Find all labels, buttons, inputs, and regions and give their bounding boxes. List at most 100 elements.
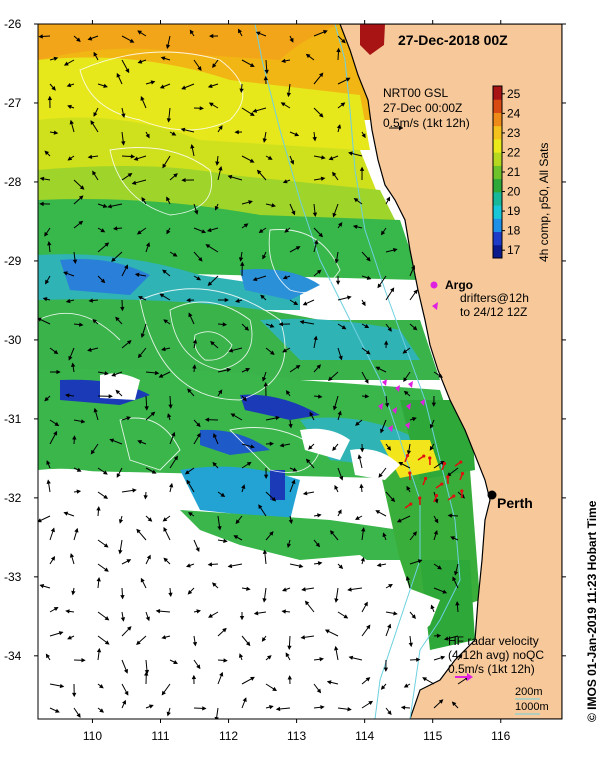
current-arrow: [256, 169, 267, 181]
current-arrow: [361, 323, 370, 329]
current-arrow: [313, 561, 323, 566]
current-arrow: [287, 675, 292, 685]
lon-tick-label: 110: [83, 729, 102, 743]
current-arrow: [357, 454, 363, 469]
colorbar-segment: [493, 178, 502, 193]
current-arrow: [121, 659, 128, 674]
current-arrow: [169, 482, 174, 493]
hf-line-3: 0.5m/s (1kt 12h): [448, 662, 535, 676]
current-arrow: [280, 102, 291, 109]
current-arrow: [49, 631, 64, 637]
current-arrow: [49, 683, 65, 689]
lon-tick-label: 116: [491, 729, 510, 743]
latitude-axis: -26 -27 -28 -29 -30 -31 -32 -33 -34: [4, 17, 566, 663]
current-arrow: [361, 251, 371, 262]
current-arrow: [262, 371, 267, 382]
current-arrow: [192, 339, 198, 349]
current-arrow: [361, 347, 371, 355]
current-arrow: [66, 83, 75, 88]
current-arrow: [167, 413, 172, 421]
current-arrow: [97, 203, 108, 208]
current-arrow: [313, 683, 322, 694]
current-arrow: [348, 655, 363, 661]
current-arrow: [168, 395, 173, 409]
current-arrow: [241, 697, 247, 709]
current-arrow: [46, 460, 51, 469]
current-arrow: [166, 707, 171, 717]
current-arrow: [186, 479, 195, 493]
current-arrow: [241, 461, 252, 469]
current-arrow: [96, 506, 101, 517]
current-arrow: [289, 35, 294, 43]
current-arrow: [162, 515, 171, 522]
current-arrow: [334, 645, 339, 661]
current-arrow: [446, 467, 459, 477]
colorbar-segment: [493, 138, 502, 153]
current-arrow: [385, 623, 392, 637]
current-arrow: [217, 125, 223, 133]
current-arrow: [337, 323, 347, 330]
current-arrow: [326, 680, 339, 685]
current-arrow: [140, 323, 147, 339]
colorbar-tick-label: 17: [507, 243, 521, 257]
current-arrow: [353, 198, 363, 205]
current-arrow: [87, 347, 99, 352]
current-arrow: [49, 369, 61, 375]
current-arrow: [44, 227, 51, 237]
current-arrow: [111, 251, 123, 262]
argo-label: Argo: [445, 278, 473, 292]
current-arrow: [87, 35, 99, 41]
current-arrow: [137, 347, 147, 359]
current-arrow: [115, 389, 123, 397]
current-arrow: [430, 604, 435, 613]
current-arrow: [69, 553, 75, 565]
current-arrow: [453, 563, 459, 576]
current-arrow: [263, 75, 269, 85]
current-arrow: [354, 515, 363, 520]
current-arrow: [384, 395, 390, 408]
current-arrow: [193, 539, 200, 553]
current-arrow: [288, 515, 293, 525]
current-arrow: [49, 347, 59, 355]
current-arrow: [433, 460, 445, 469]
current-arrow: [313, 107, 324, 118]
current-arrow: [431, 395, 437, 407]
current-arrow: [137, 59, 147, 64]
current-arrow: [44, 395, 51, 402]
current-arrow: [337, 222, 343, 229]
current-arrow: [406, 485, 411, 493]
current-arrow: [217, 538, 228, 544]
colorbar-tick-label: 24: [507, 106, 521, 120]
current-arrow: [97, 635, 110, 645]
current-arrow: [97, 242, 110, 253]
current-arrow: [96, 577, 101, 589]
current-arrow: [312, 203, 318, 217]
hf-radar-arrow: [417, 454, 426, 461]
current-arrow: [360, 556, 365, 565]
current-arrow: [217, 658, 228, 663]
current-arrow: [193, 419, 201, 428]
current-arrow: [97, 611, 110, 621]
current-arrow: [192, 364, 197, 373]
hf-radar-arrow: [408, 471, 412, 481]
current-arrow: [380, 683, 387, 690]
current-arrow: [284, 227, 291, 233]
current-arrow: [193, 251, 203, 262]
current-arrow: [281, 58, 291, 64]
current-arrow: [450, 536, 459, 541]
current-arrow: [309, 411, 315, 421]
current-arrow: [63, 59, 75, 66]
hf-radar-arrow: [433, 493, 439, 503]
current-arrow: [45, 653, 51, 661]
current-arrow: [302, 299, 315, 306]
current-arrow: [299, 320, 315, 325]
current-arrow: [282, 587, 291, 592]
current-arrow: [73, 220, 84, 229]
current-arrow: [234, 129, 243, 135]
colorbar-segment: [493, 112, 502, 127]
current-arrow: [258, 504, 267, 517]
hf-radar-legend: HF radar velocity (4-12h avg) noQC 0.5m/…: [448, 634, 544, 681]
argo-drifters-line-2: to 24/12 12Z: [460, 305, 527, 319]
current-arrow: [337, 467, 344, 481]
argo-drifter-arrow: [405, 422, 410, 429]
